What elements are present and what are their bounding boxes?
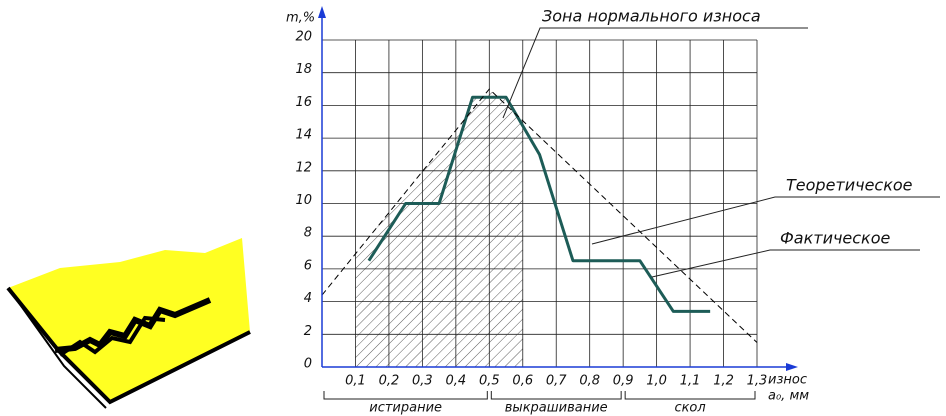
- x-tick-label: 0,5: [479, 374, 500, 389]
- x-tick-label: 1,1: [680, 374, 701, 389]
- y-tick-label: 14: [295, 128, 312, 143]
- y-arrow: [318, 6, 326, 18]
- y-tick-label: 12: [295, 160, 312, 175]
- stage-bracket: [324, 391, 487, 399]
- normal-wear-zone: [355, 89, 522, 367]
- y-tick-label: 4: [304, 291, 312, 306]
- chart: 0 2 4 6 8 10 12 14 16 18 20 0,1 0,2 0,3 0,4 0,5 0,6 0,7 0,…: [0, 0, 946, 416]
- series-label: Фактическое: [780, 229, 891, 248]
- y-tick-label: 18: [295, 62, 312, 77]
- tool-illustration: [8, 238, 250, 408]
- y-tick-label: 20: [295, 30, 312, 45]
- zone-label: Зона нормального износа: [542, 7, 761, 26]
- series-label: Теоретическое: [786, 176, 913, 195]
- stage-label: выкрашивание: [505, 401, 608, 416]
- y-tick-label: 16: [295, 95, 312, 110]
- x-tick-label: 0,8: [579, 374, 600, 389]
- x-tick-label: 0,2: [379, 374, 400, 389]
- x-tick-label: 0,4: [446, 374, 467, 389]
- x-axis-label: износ: [768, 373, 807, 388]
- y-axis-label: m,%: [286, 11, 315, 26]
- y-tick-label: 6: [304, 258, 312, 273]
- y-tick-label: 10: [295, 193, 312, 208]
- x-tick-label: 1,0: [646, 374, 667, 389]
- y-tick-label: 2: [304, 324, 312, 339]
- y-tick-label: 8: [304, 226, 312, 241]
- x-tick-label: 0,1: [345, 374, 366, 389]
- x-tick-label: 0,7: [546, 374, 567, 389]
- leader: [652, 250, 920, 277]
- x-tick-label: 1,2: [713, 374, 734, 389]
- stage-bracket: [491, 391, 621, 399]
- x-arrow: [786, 363, 798, 371]
- x-tick-label: 1,3: [747, 374, 768, 389]
- stage-label: истирание: [369, 401, 442, 416]
- stage-bracket: [625, 391, 755, 399]
- x-tick-label: 0,9: [613, 374, 634, 389]
- y-tick-label: 0: [304, 357, 312, 372]
- stage-label: скол: [674, 401, 705, 416]
- x-tick-label: 0,6: [512, 374, 533, 389]
- x-axis-unit: a₀, мм: [768, 389, 809, 404]
- x-tick-label: 0,3: [412, 374, 433, 389]
